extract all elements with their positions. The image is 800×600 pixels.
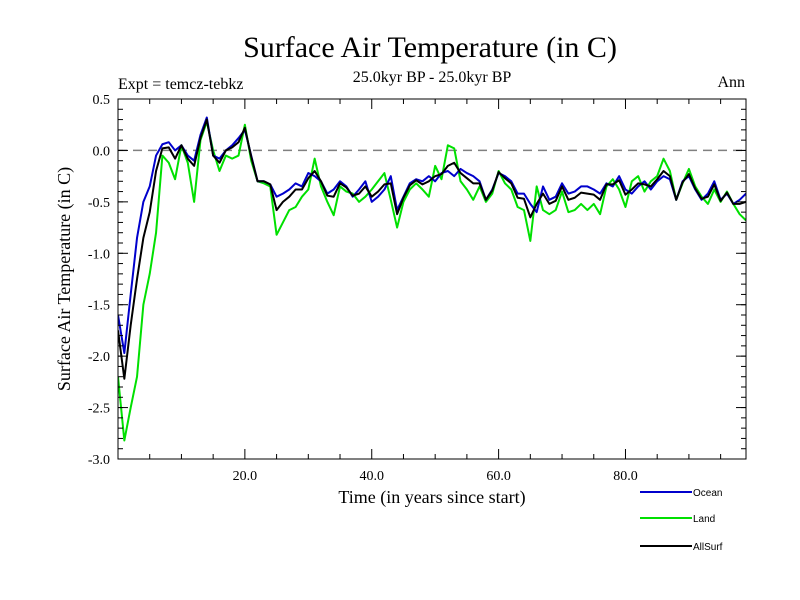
legend: Ocean Land AllSurf — [640, 488, 723, 553]
y-tick-label: -2.0 — [88, 350, 110, 365]
x-tick-label: 40.0 — [359, 469, 384, 484]
series-line-allsurf — [118, 118, 746, 380]
period-label: Ann — [717, 74, 745, 91]
x-tick-label: 80.0 — [613, 469, 638, 484]
x-tick-label: 60.0 — [486, 469, 511, 484]
legend-label-land: Land — [693, 514, 715, 525]
y-tick-label: -1.0 — [88, 247, 110, 262]
chart-subtitle: 25.0kyr BP - 25.0kyr BP — [353, 69, 512, 86]
x-axis-label: Time (in years since start) — [338, 487, 525, 508]
legend-label-ocean: Ocean — [693, 488, 722, 499]
legend-label-allsurf: AllSurf — [693, 542, 723, 553]
plot-frame — [117, 98, 747, 460]
y-axis-label: Surface Air Temperature (in C) — [54, 167, 75, 391]
series-line-land — [118, 120, 746, 442]
y-tick-label: -1.5 — [88, 299, 110, 314]
y-tick-label: 0.5 — [93, 93, 111, 108]
y-tick-label: 0.0 — [93, 144, 111, 159]
y-tick-label: -3.0 — [88, 453, 110, 468]
x-tick-label: 20.0 — [233, 469, 258, 484]
y-tick-label: -0.5 — [88, 196, 110, 211]
y-tick-label: -2.5 — [88, 402, 110, 417]
chart-title: Surface Air Temperature (in C) — [243, 31, 617, 64]
experiment-label: Expt = temcz-tebkz — [118, 76, 243, 93]
